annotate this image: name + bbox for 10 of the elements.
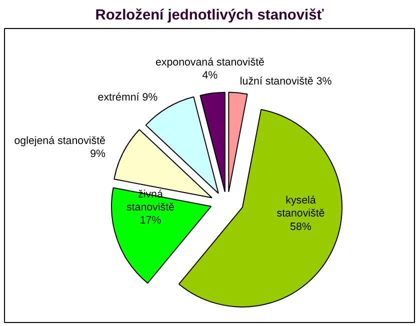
slice-label: kyselá stanoviště: [276, 194, 325, 220]
chart-title: Rozložení jednotlivých stanovišť: [95, 8, 325, 24]
data-label: 17%: [140, 214, 162, 227]
data-label: 9%: [90, 148, 106, 160]
data-label: 4%: [202, 70, 218, 82]
slice-label: lužní stanoviště 3%: [240, 75, 332, 88]
slice-label: extrémní 9%: [98, 92, 158, 104]
slice-label: exponovaná stanoviště: [155, 56, 265, 69]
slice-label: oglejená stanoviště: [14, 134, 106, 147]
data-label: 58%: [290, 220, 312, 233]
